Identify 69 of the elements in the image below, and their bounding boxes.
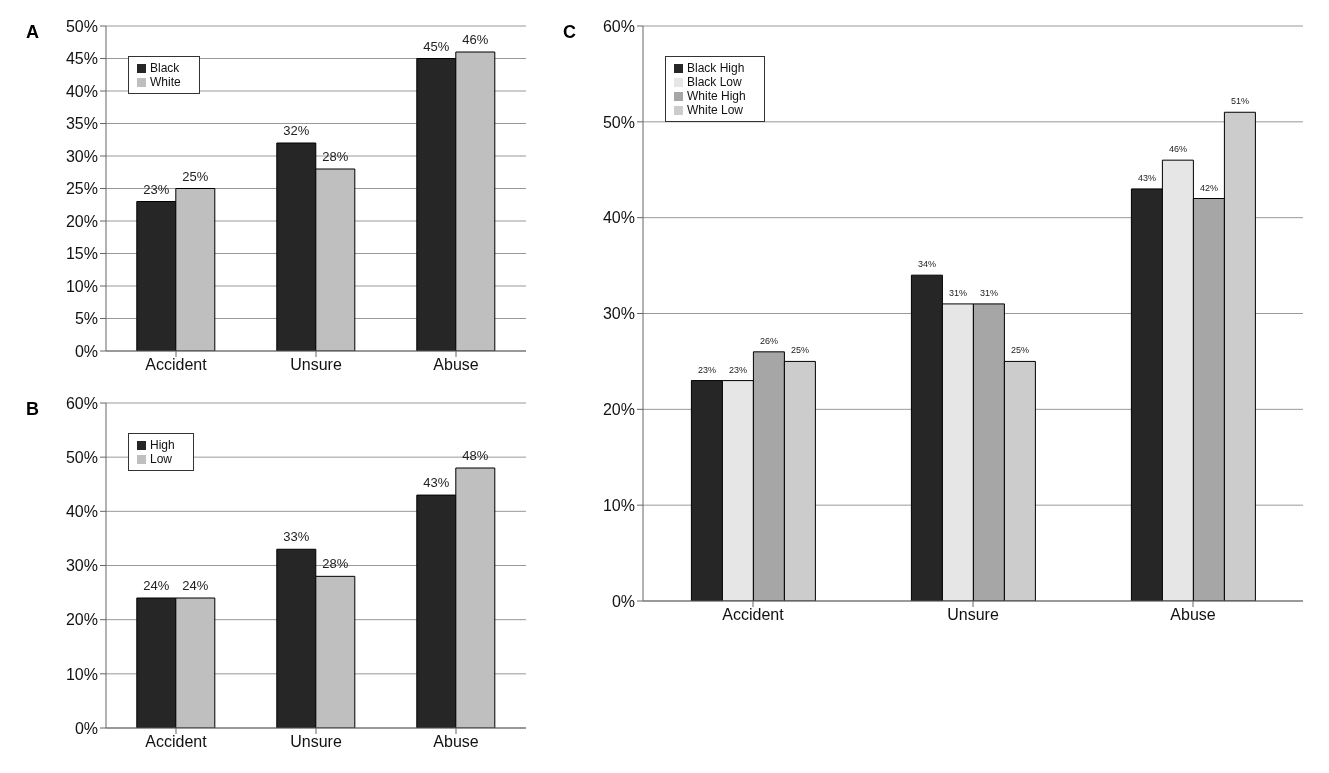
data-label: 46%	[462, 32, 489, 47]
x-tick-label: Abuse	[433, 356, 479, 374]
x-tick-label: Accident	[145, 356, 208, 374]
legend-label: Black Low	[687, 75, 742, 89]
y-tick-label: 40%	[602, 209, 635, 227]
y-tick-label: 20%	[65, 611, 98, 629]
data-label: 24%	[143, 578, 170, 593]
data-label: 26%	[759, 335, 778, 346]
legend-label: High	[150, 438, 175, 452]
y-tick-label: 5%	[74, 310, 98, 328]
legend-label: White	[150, 75, 181, 89]
chart-title: C	[563, 22, 576, 43]
y-tick-label: 20%	[65, 212, 98, 230]
y-tick-label: 20%	[602, 401, 635, 419]
data-label: 24%	[182, 578, 209, 593]
data-label: 32%	[283, 123, 310, 138]
y-tick-label: 50%	[65, 17, 98, 35]
x-tick-label: Accident	[145, 733, 208, 751]
chart-title: B	[26, 399, 39, 420]
legend-label: White Low	[687, 103, 744, 117]
y-tick-label: 40%	[65, 503, 98, 521]
legend-label: Low	[150, 452, 173, 466]
y-tick-label: 50%	[65, 448, 98, 466]
y-tick-label: 0%	[611, 592, 635, 610]
data-label: 25%	[790, 345, 809, 356]
y-tick-label: 25%	[65, 180, 98, 198]
y-tick-label: 10%	[602, 496, 635, 514]
y-tick-label: 60%	[65, 394, 98, 412]
x-tick-label: Abuse	[1170, 606, 1216, 624]
y-tick-label: 30%	[65, 147, 98, 165]
data-label: 23%	[697, 364, 716, 375]
data-label: 33%	[283, 529, 310, 545]
y-tick-label: 30%	[602, 305, 635, 323]
y-tick-label: 45%	[65, 50, 98, 68]
y-tick-label: 40%	[65, 82, 98, 100]
x-tick-label: Accident	[722, 606, 785, 624]
x-tick-label: Unsure	[947, 606, 999, 624]
y-tick-label: 0%	[74, 719, 98, 737]
data-label: 51%	[1230, 96, 1249, 107]
data-label: 28%	[322, 556, 349, 572]
x-tick-label: Unsure	[290, 733, 342, 751]
data-label: 31%	[948, 287, 967, 298]
data-label: 43%	[423, 475, 450, 491]
data-label: 25%	[182, 168, 209, 184]
y-tick-label: 10%	[65, 277, 98, 295]
data-label: 43%	[1137, 172, 1156, 183]
legend-label: Black High	[687, 61, 745, 75]
chart-title: A	[26, 22, 39, 43]
y-tick-label: 0%	[74, 342, 98, 360]
legend-label: White High	[687, 89, 746, 103]
data-label: 28%	[322, 149, 349, 164]
y-tick-label: 60%	[602, 17, 635, 35]
y-tick-label: 30%	[65, 557, 98, 575]
y-tick-label: 35%	[65, 115, 98, 133]
x-tick-label: Unsure	[290, 356, 342, 374]
data-label: 45%	[423, 38, 450, 54]
data-label: 25%	[1010, 345, 1029, 356]
data-label: 34%	[917, 259, 936, 270]
y-tick-label: 50%	[602, 113, 635, 131]
data-label: 42%	[1199, 182, 1218, 193]
data-label: 23%	[728, 364, 747, 375]
x-tick-label: Abuse	[433, 733, 479, 751]
legend-label: Black	[150, 61, 180, 75]
data-label: 23%	[143, 181, 170, 197]
data-label: 46%	[1168, 144, 1187, 155]
data-label: 31%	[979, 287, 998, 298]
y-tick-label: 15%	[65, 245, 98, 263]
data-label: 48%	[462, 448, 489, 463]
y-tick-label: 10%	[65, 665, 98, 683]
